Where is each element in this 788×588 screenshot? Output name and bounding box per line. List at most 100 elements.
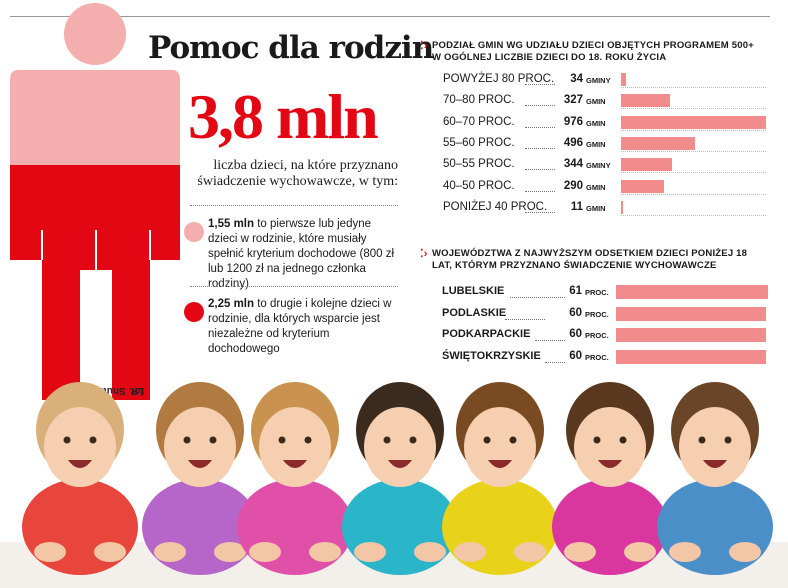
chart1-bar bbox=[621, 200, 623, 214]
child-mouth bbox=[188, 460, 212, 468]
child-body bbox=[237, 479, 353, 575]
child-face bbox=[259, 407, 331, 487]
chart2-leader-dots bbox=[510, 296, 565, 298]
chart2-unit-label: PROC. bbox=[585, 352, 609, 362]
headline-value: 3,8 mln bbox=[188, 81, 379, 152]
chart2-title-block: ⁚› WOJEWÓDZTWA Z NAJWYŻSZYM ODSETKIEM DZ… bbox=[420, 248, 762, 272]
chart1-unit-label: GMIN bbox=[586, 97, 606, 107]
chart1-unit-label: GMIN bbox=[586, 182, 606, 192]
marker-icon: ⁚› bbox=[420, 40, 428, 52]
bullet-text: to drugie i kolejne dzieci w rodzinie, d… bbox=[208, 298, 392, 355]
chart1-bar bbox=[621, 136, 695, 150]
child-hand bbox=[214, 542, 246, 562]
child-hand bbox=[669, 542, 701, 562]
marker-icon: ⁚› bbox=[420, 248, 428, 260]
chart1-value-label: 976 bbox=[563, 115, 583, 128]
child-eye bbox=[619, 436, 627, 444]
top-rule bbox=[10, 16, 770, 17]
chart1-value-label: 496 bbox=[563, 136, 583, 149]
chart1-value-label: 327 bbox=[563, 94, 583, 107]
child-mouth bbox=[68, 460, 92, 468]
chart1-bar bbox=[621, 73, 627, 86]
bullet-first-children: 1,55 mln to pierwsze lub jedyne dzieci w… bbox=[208, 217, 400, 292]
child-eye bbox=[409, 436, 417, 444]
chart1-unit-label: GMIN bbox=[586, 118, 606, 128]
bullet-subsequent-children: 2,25 mln to drugie i kolejne dzieci w ro… bbox=[208, 297, 400, 357]
chart2-value-label: 60 bbox=[569, 328, 582, 340]
children-photo bbox=[0, 382, 788, 588]
child-mouth bbox=[598, 460, 622, 468]
chart1-track bbox=[621, 193, 766, 195]
chart1-category-label: 70–80 PROC. bbox=[443, 94, 515, 107]
child-eye bbox=[724, 436, 732, 444]
child-hand bbox=[564, 542, 596, 562]
chart2-category-label: PODKARPACKIE bbox=[442, 328, 531, 340]
child-hand bbox=[309, 542, 341, 562]
child-body bbox=[552, 479, 668, 575]
chart1-unit-label: GMIN bbox=[586, 203, 606, 213]
chart1-leader-dots bbox=[525, 168, 555, 171]
chart2-bar bbox=[616, 328, 766, 342]
child-face bbox=[164, 407, 236, 487]
child-face bbox=[44, 407, 116, 487]
chart2-leader-dots bbox=[545, 361, 565, 363]
child-eye bbox=[383, 436, 391, 444]
chart1-bar bbox=[621, 158, 673, 172]
bullet-amount: 2,25 mln bbox=[208, 298, 255, 310]
child-hand bbox=[249, 542, 281, 562]
chart1-track bbox=[621, 171, 766, 174]
chart1-leader-dots bbox=[525, 83, 555, 85]
chart1-leader-dots bbox=[525, 147, 555, 149]
chart2-category-label: LUBELSKIE bbox=[442, 285, 505, 297]
chart2-unit-label: PROC. bbox=[585, 309, 609, 319]
child-face bbox=[679, 407, 751, 487]
child-mouth bbox=[488, 460, 512, 468]
child-face bbox=[464, 407, 536, 487]
chart2-bar bbox=[616, 285, 768, 299]
child-hand bbox=[94, 542, 126, 562]
child-hand bbox=[354, 542, 386, 562]
chart1-leader-dots bbox=[525, 104, 555, 107]
chart1-track bbox=[621, 150, 766, 152]
chart1-leader-dots bbox=[525, 190, 555, 192]
chart1-bar bbox=[621, 94, 670, 108]
child-eye bbox=[183, 436, 191, 444]
chart2-unit-label: PROC. bbox=[585, 331, 609, 340]
child-body bbox=[657, 479, 773, 575]
chart1-track bbox=[621, 214, 766, 216]
chart1-leader-dots bbox=[525, 126, 555, 128]
child-hand bbox=[514, 542, 546, 562]
child-eye bbox=[89, 436, 97, 444]
chart2-unit-label: PROC. bbox=[585, 288, 609, 297]
child-hand bbox=[154, 542, 186, 562]
person-silhouette-icon bbox=[10, 3, 180, 400]
child-eye bbox=[698, 436, 706, 444]
chart1-bar bbox=[621, 115, 766, 129]
bullet-marker-dark bbox=[184, 302, 204, 322]
chart1-value-label: 11 bbox=[570, 200, 583, 213]
chart2-category-label: PODLASKIE bbox=[442, 306, 507, 319]
chart2-value-label: 61 bbox=[569, 285, 582, 297]
child-face bbox=[364, 407, 436, 487]
child-mouth bbox=[283, 460, 307, 468]
chart1-value-label: 344 bbox=[563, 158, 583, 171]
chart1-track bbox=[621, 86, 766, 88]
divider bbox=[190, 205, 398, 207]
child-eye bbox=[509, 436, 517, 444]
child-eye bbox=[304, 436, 312, 444]
chart1-category-label: 55–60 PROC. bbox=[443, 136, 515, 149]
chart1-unit-label: GMINY bbox=[586, 161, 611, 171]
chart1-track bbox=[621, 107, 766, 110]
child-face bbox=[574, 407, 646, 487]
chart2-bar bbox=[616, 349, 766, 364]
bullet-text: to pierwsze lub jedyne dzieci w rodzinie… bbox=[208, 218, 395, 290]
child-body bbox=[442, 479, 558, 575]
child-eye bbox=[593, 436, 601, 444]
chart1-value-label: 34 bbox=[570, 73, 583, 85]
child-eye bbox=[483, 436, 491, 444]
chart2-title: WOJEWÓDZTWA Z NAJWYŻSZYM ODSETKIEM DZIEC… bbox=[432, 248, 748, 271]
child-hand bbox=[34, 542, 66, 562]
chart1-track bbox=[621, 129, 766, 131]
chart1-unit-label: GMINY bbox=[586, 76, 611, 85]
child-eye bbox=[278, 436, 286, 444]
